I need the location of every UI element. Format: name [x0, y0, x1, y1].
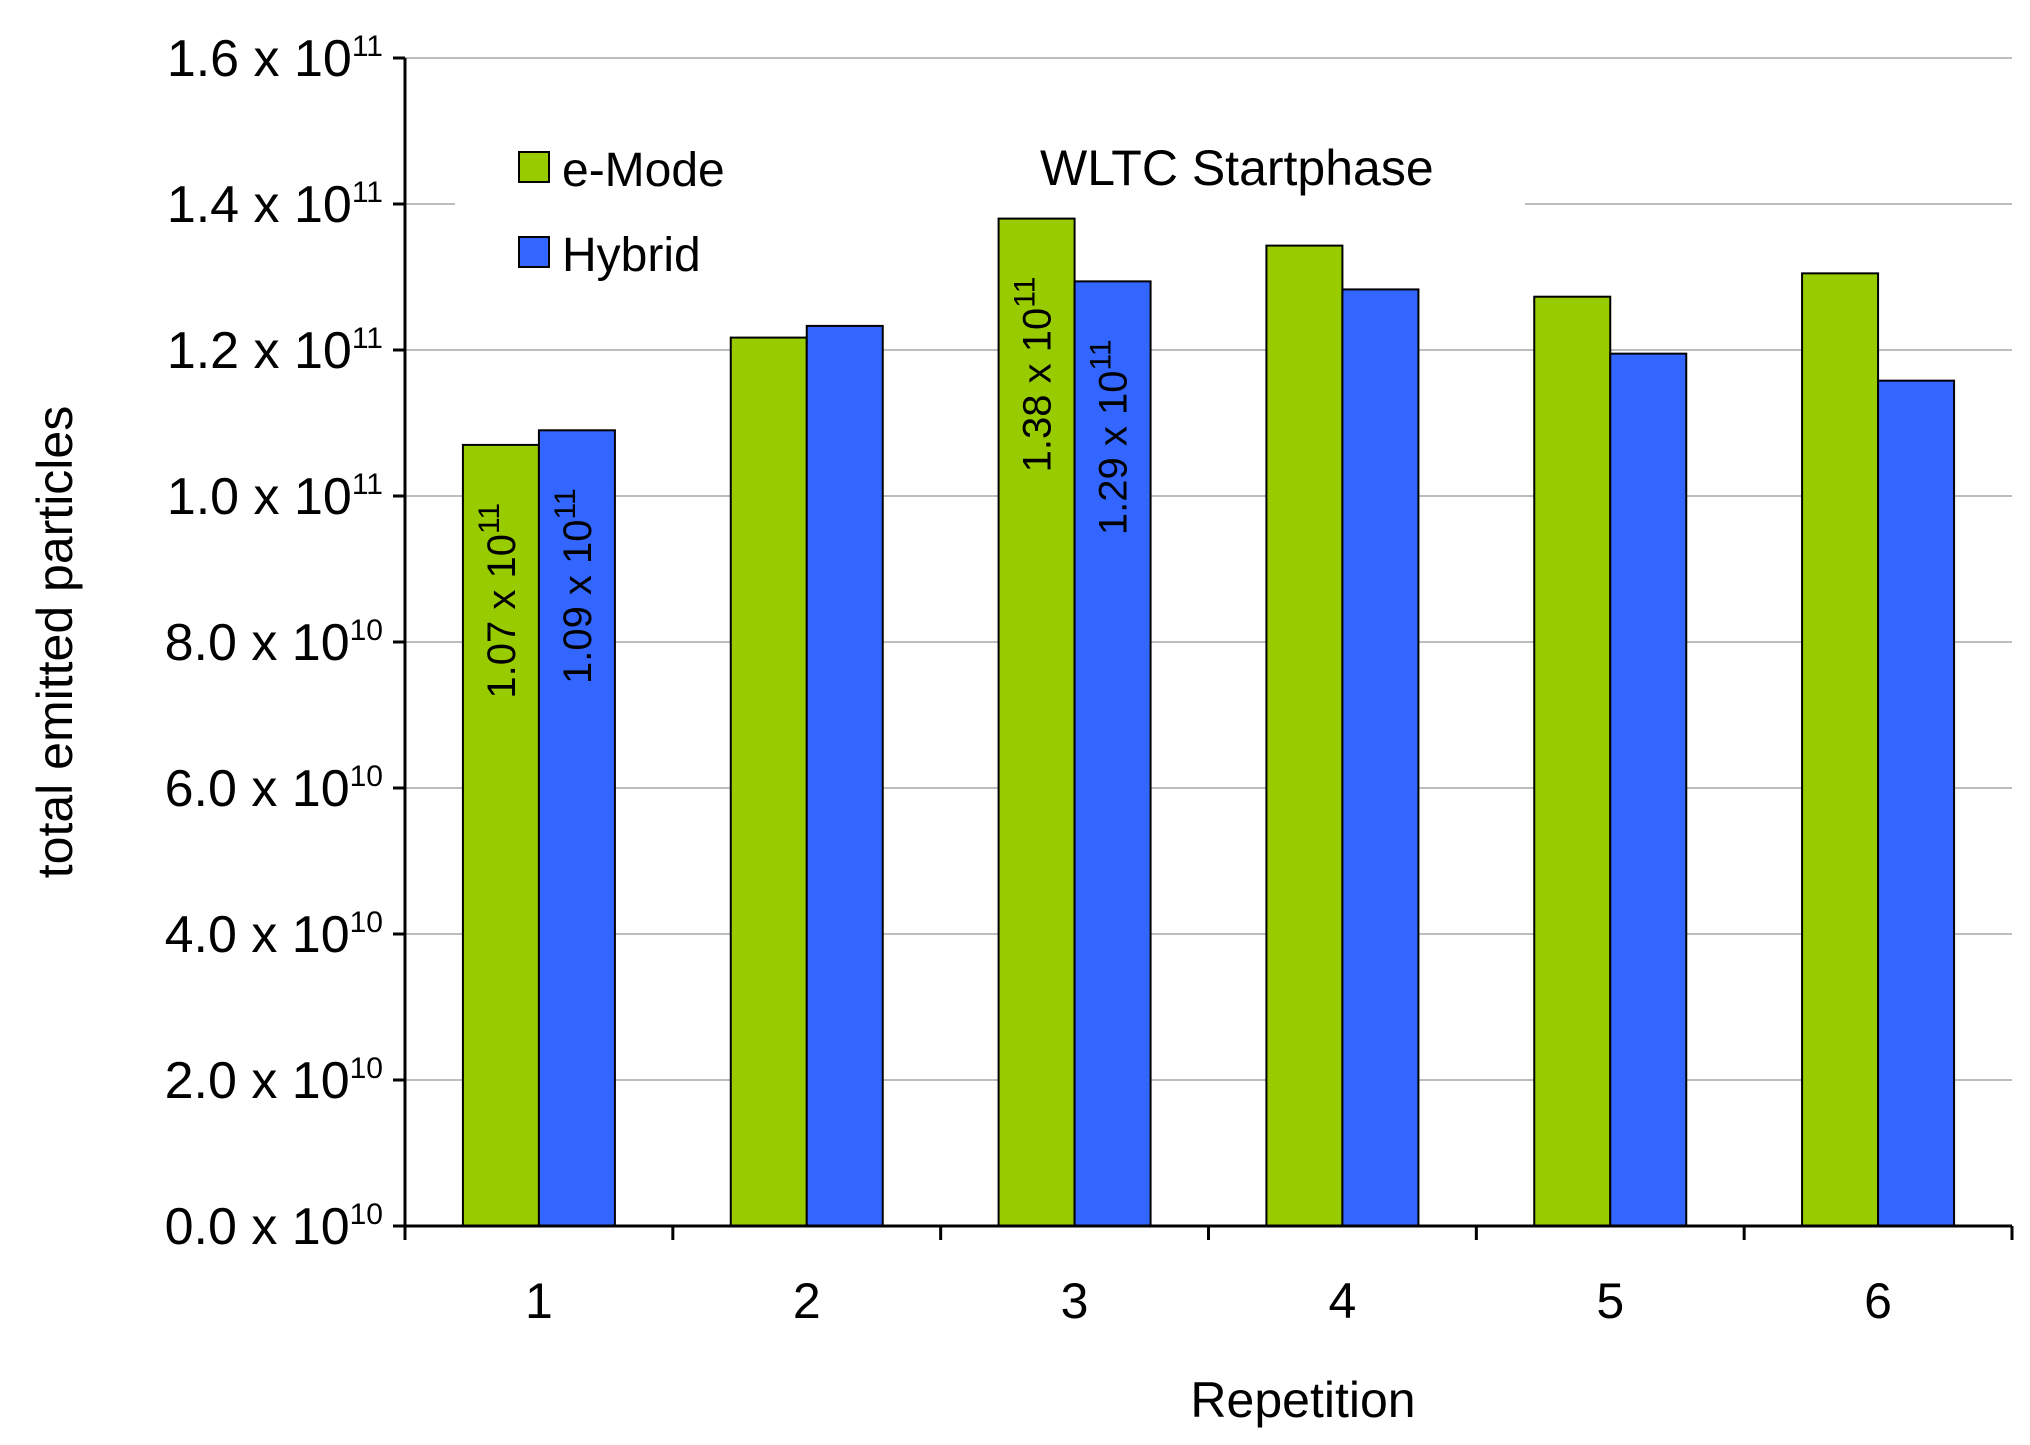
bar-hybrid-6	[1877, 379, 1956, 1228]
x-tick-label: 3	[1061, 1273, 1089, 1329]
x-axis-title: Repetition	[1190, 1372, 1415, 1428]
y-axis-title: total emitted particles	[27, 406, 83, 878]
legend-label-e-mode: e-Mode	[562, 144, 725, 197]
y-axis-ticks: 0.0 x 1010 2.0 x 1010 4.0 x 1010 6.0 x 1010…	[165, 30, 405, 1256]
bar-hybrid-1	[537, 429, 616, 1227]
y-tick-label: 1.2 x 1011	[167, 322, 383, 380]
bar-value-label: 1.29 x 1011	[1085, 339, 1136, 535]
y-tick-label: 0.0 x 1010	[165, 1198, 383, 1256]
bar-value-label: 1.38 x 1011	[1009, 277, 1060, 473]
y-tick-label: 1.4 x 1011	[167, 176, 383, 234]
bar-e-mode-5	[1533, 295, 1612, 1227]
bar-hybrid-5	[1609, 352, 1688, 1227]
title-background	[455, 125, 805, 275]
y-tick-label: 4.0 x 1010	[165, 906, 383, 964]
chart-title: WLTC Startphase	[1040, 140, 1434, 196]
bar-e-mode-4	[1265, 244, 1344, 1228]
x-tick-label: 2	[793, 1273, 821, 1329]
x-tick-label: 6	[1864, 1273, 1892, 1329]
legend-swatch-hybrid	[518, 236, 550, 268]
legend-swatch-e-mode	[518, 151, 550, 183]
y-tick-label: 2.0 x 1010	[165, 1052, 383, 1110]
x-tick-label: 4	[1329, 1273, 1357, 1329]
x-axis-ticks: 1 2 3 4 5 6	[403, 1226, 2014, 1329]
bar-value-label: 1.09 x 1011	[549, 488, 600, 684]
legend-label-hybrid: Hybrid	[562, 229, 701, 282]
bar-hybrid-3	[1073, 280, 1152, 1227]
y-tick-label: 1.0 x 1011	[167, 468, 383, 526]
y-tick-label: 1.6 x 1011	[167, 30, 383, 88]
bar-value-labels: 1.07 x 1011 1.09 x 1011 1.38 x 1011 1.29 x …	[473, 277, 1136, 699]
legend: e-Mode Hybrid	[518, 144, 725, 282]
y-tick-label: 6.0 x 1010	[165, 760, 383, 818]
bar-e-mode-1	[461, 443, 540, 1227]
y-tick-label: 8.0 x 1010	[165, 614, 383, 672]
x-tick-label: 1	[525, 1273, 553, 1329]
title-background-right	[805, 125, 1525, 207]
bar-hybrid-2	[805, 324, 884, 1228]
gridlines	[405, 57, 2012, 1081]
bar-e-mode-2	[729, 336, 808, 1227]
bars-group	[461, 217, 1956, 1228]
bar-value-label: 1.07 x 1011	[473, 503, 524, 699]
bar-e-mode-6	[1801, 272, 1880, 1228]
x-tick-label: 5	[1596, 1273, 1624, 1329]
bar-hybrid-4	[1341, 288, 1420, 1228]
